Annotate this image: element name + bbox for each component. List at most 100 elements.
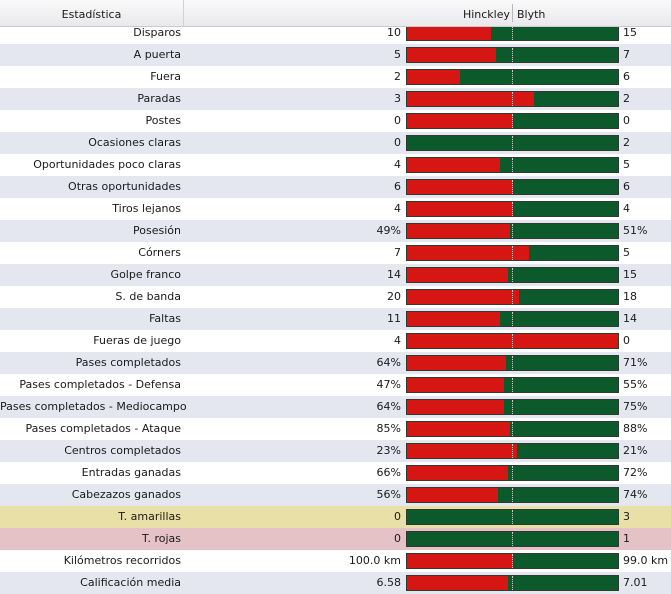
home-value: 64% xyxy=(376,400,401,413)
comparison-bar xyxy=(406,553,619,569)
stat-label: Paradas xyxy=(137,92,181,105)
home-value: 5 xyxy=(394,48,401,61)
away-value: 74% xyxy=(623,488,648,501)
bar-midline xyxy=(512,400,513,414)
stat-label: Postes xyxy=(145,114,181,127)
home-value: 0 xyxy=(394,136,401,149)
home-share-fill xyxy=(407,114,513,128)
comparison-bar xyxy=(406,377,619,393)
stat-row: Fuera 2 6 xyxy=(0,66,671,88)
home-share-fill xyxy=(407,48,496,62)
stat-row: Posesión 49% 51% xyxy=(0,220,671,242)
bar-midline xyxy=(512,26,513,40)
comparison-bar xyxy=(406,69,619,85)
stat-row: Córners 7 5 xyxy=(0,242,671,264)
home-value: 0 xyxy=(394,532,401,545)
stat-row: T. amarillas 0 3 xyxy=(0,506,671,528)
bar-midline xyxy=(512,290,513,304)
away-value: 3 xyxy=(623,510,630,523)
stat-label: Pases completados - Mediocampo xyxy=(0,400,187,413)
home-share-fill xyxy=(407,356,506,370)
stat-row: Tiros lejanos 4 4 xyxy=(0,198,671,220)
stat-row: Fueras de juego 4 0 xyxy=(0,330,671,352)
home-share-fill xyxy=(407,70,460,84)
stat-row: Kilómetros recorridos 100.0 km 99.0 km xyxy=(0,550,671,572)
stat-row: S. de banda 20 18 xyxy=(0,286,671,308)
stat-label: Entradas ganadas xyxy=(81,466,181,479)
stat-row: Pases completados - Mediocampo 64% 75% xyxy=(0,396,671,418)
stat-label: Ocasiones claras xyxy=(88,136,181,149)
stat-label: Disparos xyxy=(133,26,181,39)
home-value: 20 xyxy=(387,290,401,303)
away-value: 71% xyxy=(623,356,648,369)
stat-label: Otras oportunidades xyxy=(68,180,181,193)
home-share-fill xyxy=(407,312,500,326)
home-value: 49% xyxy=(376,224,401,237)
column-header-home-team[interactable]: Hinckley xyxy=(462,8,510,21)
header-divider xyxy=(512,4,513,22)
away-value: 2 xyxy=(623,136,630,149)
stat-row: Calificación media 6.58 7.01 xyxy=(0,572,671,594)
away-value: 0 xyxy=(623,334,630,347)
away-value: 7 xyxy=(623,48,630,61)
column-header-away-team[interactable]: Blyth xyxy=(517,8,546,21)
away-value: 75% xyxy=(623,400,648,413)
stat-row: A puerta 5 7 xyxy=(0,44,671,66)
column-header-statistic[interactable]: Estadística xyxy=(0,0,184,26)
stat-label: Oportunidades poco claras xyxy=(33,158,181,171)
comparison-bar xyxy=(406,509,619,525)
stat-label: A puerta xyxy=(133,48,181,61)
stat-label: T. amarillas xyxy=(118,510,181,523)
home-value: 4 xyxy=(394,334,401,347)
away-value: 21% xyxy=(623,444,648,457)
comparison-bar xyxy=(406,245,619,261)
bar-midline xyxy=(512,158,513,172)
home-share-fill xyxy=(407,26,491,40)
home-value: 56% xyxy=(376,488,401,501)
comparison-bar xyxy=(406,179,619,195)
comparison-bar xyxy=(406,333,619,349)
comparison-bar xyxy=(406,135,619,151)
stat-label: S. de banda xyxy=(115,290,181,303)
home-share-fill xyxy=(407,554,513,568)
home-share-fill xyxy=(407,246,529,260)
away-value: 5 xyxy=(623,158,630,171)
comparison-bar xyxy=(406,223,619,239)
stat-row: Pases completados - Ataque 85% 88% xyxy=(0,418,671,440)
comparison-bar xyxy=(406,575,619,591)
comparison-bar xyxy=(406,399,619,415)
bar-midline xyxy=(512,136,513,150)
bar-midline xyxy=(512,224,513,238)
home-share-fill xyxy=(407,202,513,216)
home-share-fill xyxy=(407,576,508,590)
bar-midline xyxy=(512,334,513,348)
comparison-bar xyxy=(406,443,619,459)
bar-midline xyxy=(512,48,513,62)
home-share-fill xyxy=(407,158,500,172)
away-value: 72% xyxy=(623,466,648,479)
away-value: 7.01 xyxy=(623,576,648,589)
comparison-bar xyxy=(406,289,619,305)
home-value: 11 xyxy=(387,312,401,325)
home-value: 4 xyxy=(394,158,401,171)
stat-row: Golpe franco 14 15 xyxy=(0,264,671,286)
stat-row: Paradas 3 2 xyxy=(0,88,671,110)
home-value: 0 xyxy=(394,114,401,127)
comparison-bar xyxy=(406,355,619,371)
away-value: 51% xyxy=(623,224,648,237)
home-value: 2 xyxy=(394,70,401,83)
comparison-bar xyxy=(406,47,619,63)
stat-label: Kilómetros recorridos xyxy=(63,554,181,567)
stat-label: Córners xyxy=(138,246,181,259)
bar-midline xyxy=(512,378,513,392)
away-value: 2 xyxy=(623,92,630,105)
comparison-bar xyxy=(406,91,619,107)
stat-label: T. rojas xyxy=(142,532,181,545)
stat-row: Pases completados - Defensa 47% 55% xyxy=(0,374,671,396)
home-share-fill xyxy=(407,92,534,106)
home-value: 10 xyxy=(387,26,401,39)
stat-label: Pases completados - Defensa xyxy=(19,378,181,391)
home-share-fill xyxy=(407,268,508,282)
away-value: 18 xyxy=(623,290,637,303)
home-share-fill xyxy=(407,444,517,458)
